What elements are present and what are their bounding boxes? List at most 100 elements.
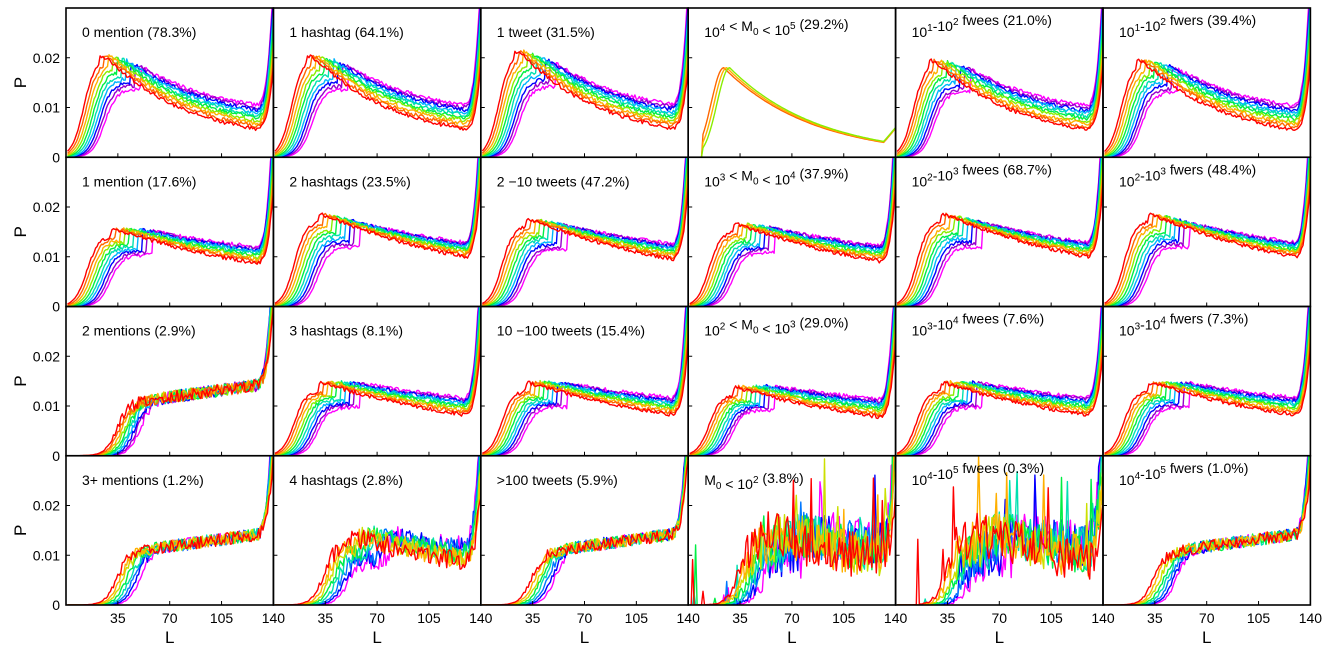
series-line <box>482 18 689 158</box>
y-tick-label: 0.01 <box>33 398 60 414</box>
x-tick-label: 35 <box>110 610 126 626</box>
panel-title: 3+ mentions (1.2%) <box>82 472 204 488</box>
series-line <box>274 473 481 605</box>
series-line <box>481 186 689 305</box>
series-line <box>897 157 1103 307</box>
x-tick-label: 35 <box>940 610 956 626</box>
panel: 1 tweet (31.5%) <box>479 7 689 159</box>
series-group <box>274 157 481 307</box>
series-group <box>689 157 896 307</box>
series-line <box>274 8 481 158</box>
y-tick-label: 0.01 <box>33 547 60 563</box>
panel-title: 101-102 fwees (21.0%) <box>912 12 1052 40</box>
panel: >100 tweets (5.9%) <box>479 454 689 606</box>
x-tick-label: 105 <box>625 610 649 626</box>
series-line <box>689 345 896 455</box>
series-line <box>1104 186 1311 304</box>
series-line <box>67 45 274 156</box>
series-line <box>896 46 1103 156</box>
series-line <box>66 55 274 152</box>
x-axis-label: L <box>787 628 796 645</box>
x-axis-label: L <box>995 628 1004 645</box>
series-group <box>1104 306 1311 456</box>
x-tick-label: 70 <box>1199 610 1215 626</box>
series-line <box>1104 461 1311 605</box>
series-line <box>67 192 274 305</box>
panel-title: M0 < 102 (3.8%) <box>704 470 803 492</box>
x-tick-label: 105 <box>1247 610 1271 626</box>
series-group <box>896 157 1103 307</box>
series-group <box>1104 157 1311 307</box>
x-tick-label: 70 <box>784 610 800 626</box>
series-line <box>67 309 274 456</box>
y-tick-label: 0.02 <box>33 199 60 215</box>
series-line <box>274 455 481 605</box>
panel-title: 4 hashtags (2.8%) <box>289 472 403 488</box>
y-axis-label: P <box>11 226 30 237</box>
x-tick-label: 140 <box>677 610 701 626</box>
y-tick-label: 0 <box>52 299 60 315</box>
series-line <box>689 477 896 605</box>
series-line <box>1104 8 1310 158</box>
series-group <box>896 306 1103 456</box>
series-line <box>274 48 481 156</box>
series-line <box>896 58 1103 152</box>
series-line <box>896 353 1103 454</box>
series-group <box>274 306 481 456</box>
series-line <box>481 49 689 156</box>
series-line <box>481 50 689 152</box>
series-line <box>274 54 481 152</box>
series-line <box>1104 347 1311 454</box>
series-line <box>67 8 274 158</box>
series-line <box>274 8 480 158</box>
series-line <box>482 10 689 158</box>
panel-title: 2 −10 tweets (47.2%) <box>497 173 630 189</box>
x-tick-label: 140 <box>469 610 493 626</box>
series-line <box>482 37 689 157</box>
series-line <box>689 157 895 307</box>
panel-title: 101-102 fwers (39.4%) <box>1119 12 1256 40</box>
series-line <box>1104 458 1311 605</box>
series-line <box>482 306 687 456</box>
panel-title: 102-103 fwers (48.4%) <box>1119 161 1256 189</box>
panel-title: 102-103 fwees (68.7%) <box>912 161 1052 189</box>
panel: 104 < M0 < 105 (29.2%) <box>687 7 897 159</box>
panel: 4 hashtags (2.8%) <box>272 454 482 606</box>
x-tick-label: 70 <box>577 610 593 626</box>
x-tick-label: 140 <box>262 610 286 626</box>
panel: 101-102 fwees (21.0%) <box>894 7 1104 159</box>
panel-title: 103-104 fwees (7.6%) <box>912 311 1045 339</box>
series-line <box>274 55 481 154</box>
panel: 3+ mentions (1.2%) <box>65 454 275 606</box>
x-tick-label: 35 <box>732 610 748 626</box>
x-axis-label: L <box>1202 628 1211 645</box>
panel-grid: 0 mention (78.3%) 1 hashtag (64.1%) 1 twee… <box>65 7 1312 606</box>
x-tick-label: 70 <box>992 610 1008 626</box>
series-group <box>896 8 1103 158</box>
series-line <box>1104 58 1311 152</box>
series-line <box>482 8 689 158</box>
x-tick-label: 140 <box>1299 610 1323 626</box>
panel: 103-104 fwers (7.3%) <box>1102 305 1312 457</box>
x-tick-label: 140 <box>1091 610 1115 626</box>
series-line <box>482 340 689 454</box>
series-group <box>689 67 896 158</box>
series-line <box>896 58 1103 154</box>
series-line <box>67 8 274 158</box>
series-line <box>689 306 896 456</box>
series-line <box>897 306 1103 456</box>
panel: 102-103 fwees (68.7%) <box>894 156 1104 308</box>
series-line <box>274 341 481 454</box>
y-tick-label: 0 <box>52 597 60 613</box>
series-line <box>1104 339 1311 455</box>
series-group <box>66 8 274 158</box>
series-line <box>67 157 273 307</box>
series-line <box>67 158 274 307</box>
series-line <box>67 455 274 605</box>
y-tick-label: 0.02 <box>33 348 60 364</box>
series-line <box>482 157 689 307</box>
y-tick-label: 0.01 <box>33 100 60 116</box>
x-axis-label: L <box>165 628 174 645</box>
panel-title: 1 mention (17.6%) <box>82 173 196 189</box>
